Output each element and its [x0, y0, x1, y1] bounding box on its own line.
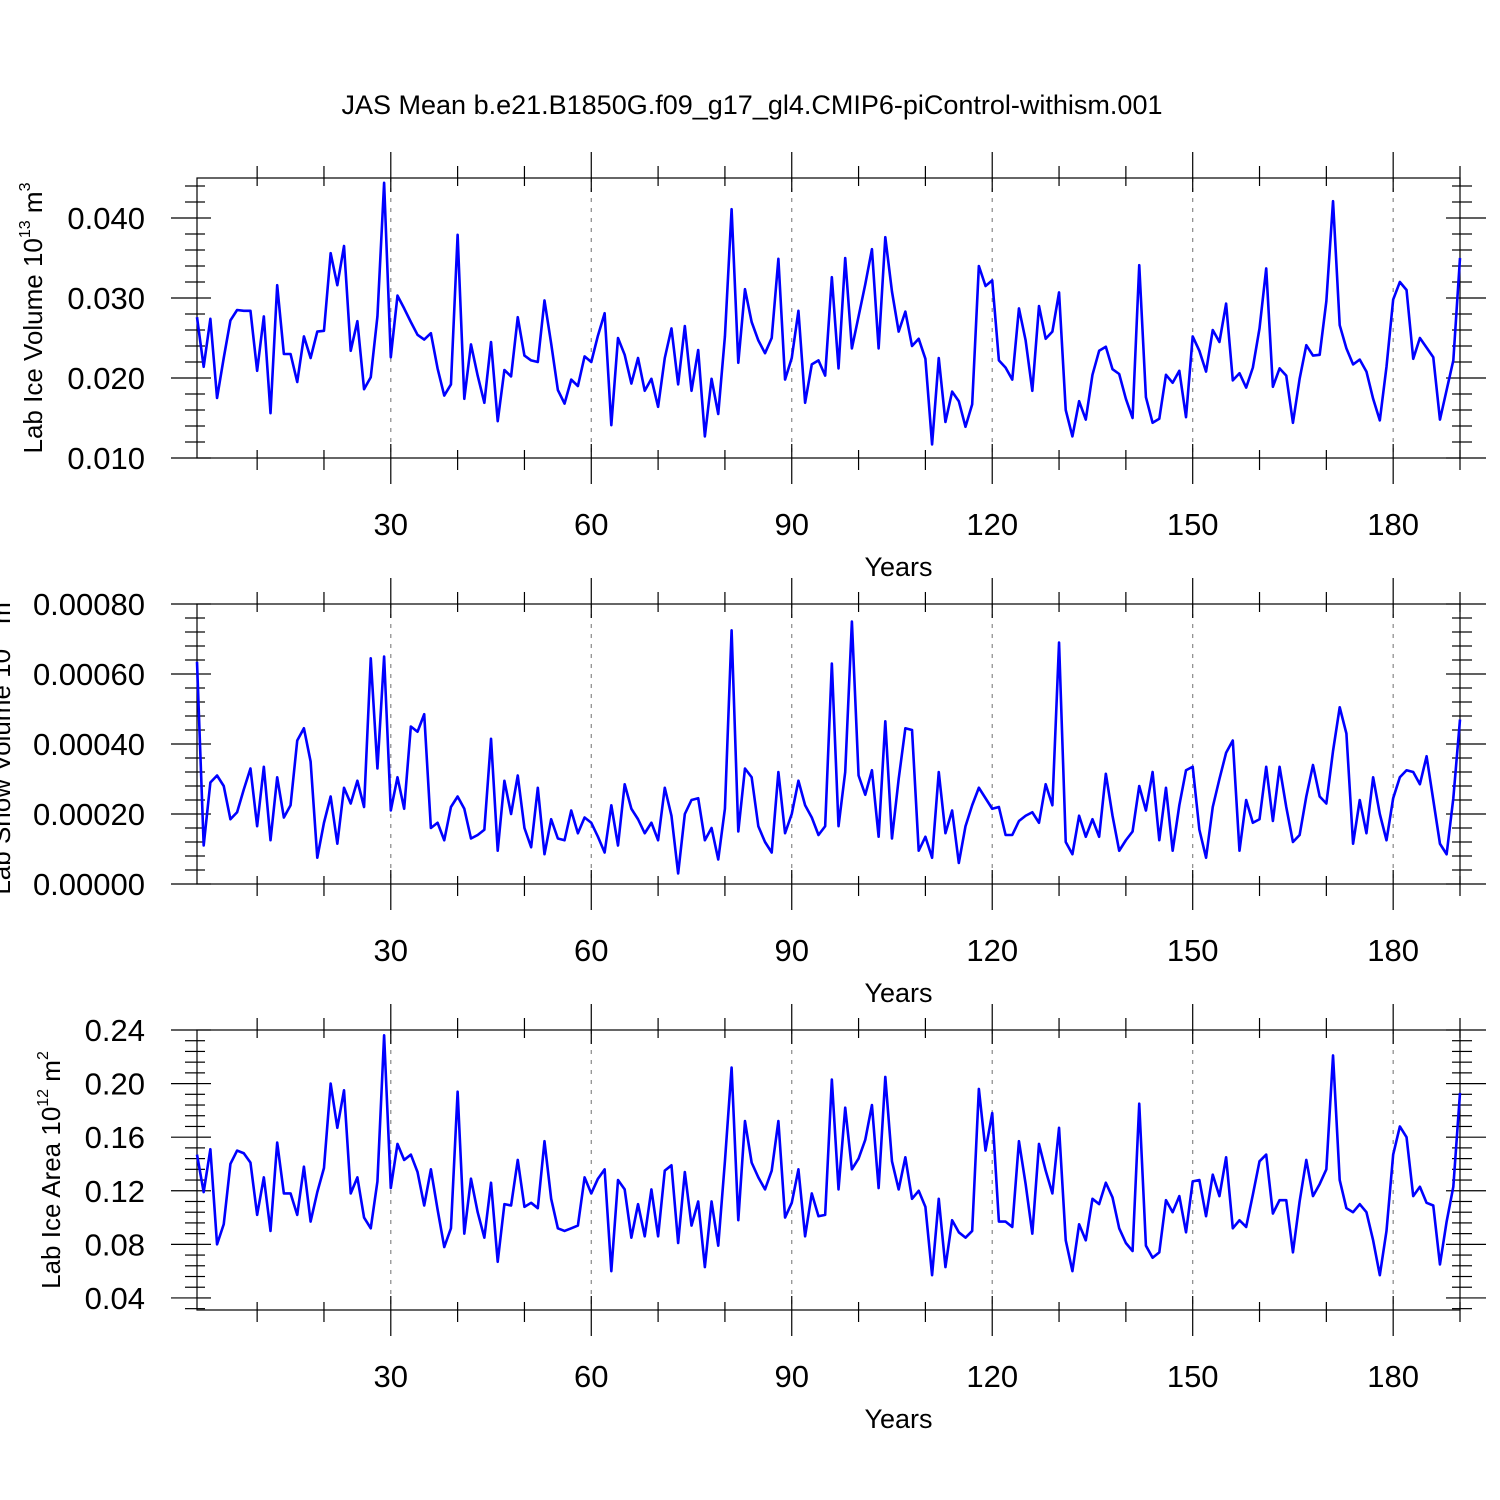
series-line: [195, 1034, 1462, 1277]
y-axis-label: Lab Ice Volume 1013 m3: [17, 182, 48, 453]
x-tick-label: 150: [1167, 1359, 1219, 1394]
x-tick-label: 30: [374, 933, 408, 968]
y-tick-label: 0.20: [85, 1067, 145, 1102]
y-tick-label: 0.00000: [33, 867, 145, 902]
panel-ice-volume: 30 60 90 120 150 180 0.010 0.020 0.030 0.040 Years…: [17, 152, 1486, 582]
plot-frame: [196, 1029, 1461, 1311]
x-tick-label: 120: [966, 507, 1018, 542]
x-tick-label: 120: [966, 1359, 1018, 1394]
y-tick-label: 0.00040: [33, 727, 145, 762]
chart-title: JAS Mean b.e21.B1850G.f09_g17_gl4.CMIP6-…: [342, 90, 1163, 120]
y-tick-label: 0.24: [85, 1013, 145, 1048]
y-tick-label: 0.020: [67, 361, 145, 396]
x-axis-label: Years: [864, 552, 932, 582]
x-tick-label: 30: [374, 1359, 408, 1394]
x-tick-label: 180: [1367, 933, 1419, 968]
x-tick-label: 150: [1167, 933, 1219, 968]
x-tick-label: 90: [775, 1359, 809, 1394]
x-tick-label: 60: [574, 933, 608, 968]
panel-snow-volume: 30 60 90 120 150 180 0.00000 0.00020 0.00040 0.00…: [0, 578, 1486, 1008]
y-tick-label: 0.00080: [33, 587, 145, 622]
x-axis-label: Years: [864, 978, 932, 1008]
x-tick-label: 30: [374, 507, 408, 542]
x-tick-label: 60: [574, 1359, 608, 1394]
series-line: [195, 181, 1462, 446]
y-tick-label: 0.00020: [33, 797, 145, 832]
y-tick-label: 0.040: [67, 201, 145, 236]
series-line: [195, 620, 1462, 875]
y-tick-label: 0.08: [85, 1227, 145, 1262]
y-tick-label: 0.010: [67, 441, 145, 476]
y-tick-label: 0.16: [85, 1120, 145, 1155]
y-axis-label: Lab Snow Volume 1013 m3: [0, 593, 16, 894]
x-tick-label: 180: [1367, 1359, 1419, 1394]
y-tick-label: 0.12: [85, 1174, 145, 1209]
y-tick-label: 0.04: [85, 1281, 145, 1316]
y-tick-label: 0.030: [67, 281, 145, 316]
x-tick-label: 120: [966, 933, 1018, 968]
x-tick-label: 150: [1167, 507, 1219, 542]
x-tick-label: 60: [574, 507, 608, 542]
x-tick-label: 90: [775, 507, 809, 542]
y-tick-label: 0.00060: [33, 657, 145, 692]
x-tick-label: 180: [1367, 507, 1419, 542]
x-axis-label: Years: [864, 1404, 932, 1434]
y-axis-label: Lab Ice Area 1012 m2: [35, 1051, 66, 1289]
panel-ice-area: 30 60 90 120 150 180 0.04 0.08 0.12 0.16 0.20 0.24 Y…: [35, 1004, 1486, 1434]
x-tick-label: 90: [775, 933, 809, 968]
